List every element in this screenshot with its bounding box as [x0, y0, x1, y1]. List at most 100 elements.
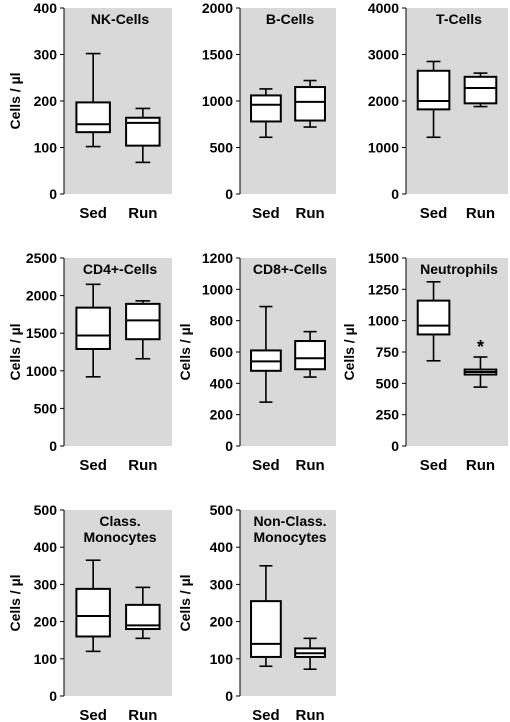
panel-title: Class.	[99, 513, 140, 529]
category-label: Sed	[252, 707, 280, 722]
y-axis-title: Cells / µl	[7, 323, 23, 380]
box-sed	[250, 88, 282, 139]
iqr-box	[75, 101, 111, 134]
y-tick-label: 100	[34, 651, 58, 667]
chart-panel: 0 1000 2000 3000 4000 T-Cells Sed Run	[368, 0, 508, 222]
y-tick-label: 500	[210, 140, 234, 156]
box-run	[294, 79, 326, 128]
y-axis-title: Cells / µl	[177, 574, 193, 631]
box-run	[125, 586, 161, 640]
y-tick-label: 200	[210, 614, 234, 630]
y-tick-label: 1000	[202, 93, 233, 109]
category-label: Sed	[420, 457, 448, 474]
box-run	[463, 72, 498, 108]
y-axis-title: Cells / µl	[7, 574, 23, 631]
plot-area	[64, 8, 172, 194]
category-label: Run	[295, 457, 324, 474]
y-tick-label: 1000	[368, 313, 399, 329]
panel-title: T-Cells	[436, 11, 482, 27]
category-label: Run	[128, 205, 157, 222]
iqr-box	[416, 299, 451, 336]
y-tick-label: 2000	[26, 288, 57, 304]
y-tick-label: 1000	[202, 281, 233, 297]
chart-panel: 0 500 1000 1500 2000 2500 Cells / µl CD4+-Cells…	[7, 250, 172, 474]
category-label: Run	[295, 707, 324, 722]
y-tick-label: 1500	[202, 47, 233, 63]
box-sed	[416, 281, 451, 362]
panel-title: NK-Cells	[91, 11, 150, 27]
y-tick-label: 250	[376, 407, 400, 423]
chart-panel: 0 500 1000 1500 2000 B-Cells Sed Run	[202, 0, 336, 222]
y-tick-label: 1000	[26, 363, 57, 379]
category-label: Run	[128, 457, 157, 474]
y-tick-label: 100	[210, 651, 234, 667]
box-run	[463, 356, 498, 388]
y-axis-title: Cells / µl	[177, 323, 193, 380]
y-axis-title: Cells / µl	[7, 72, 23, 129]
y-tick-label: 500	[210, 502, 234, 518]
box-sed	[75, 283, 111, 378]
panel-title: Non-Class.	[253, 513, 326, 529]
panel-title: B-Cells	[266, 11, 314, 27]
category-label: Run	[466, 205, 495, 222]
panel-title: Neutrophils	[420, 261, 498, 277]
y-tick-label: 4000	[368, 0, 399, 16]
y-tick-label: 0	[391, 186, 399, 202]
y-tick-label: 0	[49, 688, 57, 704]
panel-title: Monocytes	[83, 529, 156, 545]
panel-title: CD8+-Cells	[253, 261, 328, 277]
y-tick-label: 800	[210, 313, 234, 329]
panel-title: CD4+-Cells	[83, 261, 158, 277]
y-tick-label: 0	[49, 438, 57, 454]
box-sed	[250, 305, 282, 403]
chart-panel: 0 200 400 600 800 1000 1200 Cells / µl CD8+-Cell…	[177, 250, 336, 474]
iqr-box	[250, 94, 282, 123]
y-tick-label: 0	[49, 186, 57, 202]
y-tick-label: 0	[391, 438, 399, 454]
y-tick-label: 0	[225, 186, 233, 202]
y-tick-label: 1000	[368, 140, 399, 156]
y-tick-label: 200	[210, 407, 234, 423]
box-run	[125, 300, 161, 360]
y-tick-label: 100	[34, 140, 58, 156]
y-tick-label: 300	[34, 47, 58, 63]
iqr-box	[416, 69, 451, 111]
box-run	[125, 107, 161, 164]
iqr-box	[294, 340, 326, 371]
y-tick-label: 400	[210, 539, 234, 555]
chart-panel: 0 100 200 300 400 500 Cells / µl Class.Monocyte…	[7, 502, 172, 722]
box-run	[294, 637, 326, 671]
y-tick-label: 200	[34, 614, 58, 630]
box-sed	[75, 52, 111, 148]
category-label: Sed	[79, 707, 107, 722]
y-tick-label: 2500	[26, 250, 57, 266]
significance-marker: *	[477, 337, 484, 357]
iqr-box	[463, 75, 498, 105]
y-tick-label: 1250	[368, 281, 399, 297]
plot-area	[406, 258, 508, 446]
chart-panel: 0 250 500 750 1000 1250 1500 Cells / µl Neutroph…	[341, 250, 508, 474]
category-label: Sed	[420, 205, 448, 222]
iqr-box	[75, 587, 111, 638]
category-label: Sed	[252, 205, 280, 222]
category-label: Run	[128, 707, 157, 722]
y-tick-label: 500	[34, 502, 58, 518]
y-tick-label: 1500	[368, 250, 399, 266]
chart-panel: 0 100 200 300 400 Cells / µl NK-Cells Sed Run	[7, 0, 172, 222]
y-tick-label: 400	[210, 375, 234, 391]
iqr-box	[250, 600, 282, 658]
box-sed	[250, 564, 282, 668]
box-run	[294, 330, 326, 378]
category-label: Sed	[252, 457, 280, 474]
category-label: Run	[295, 205, 324, 222]
y-tick-label: 3000	[368, 47, 399, 63]
y-axis-title: Cells / µl	[341, 323, 357, 380]
y-tick-label: 400	[34, 539, 58, 555]
y-tick-label: 600	[210, 344, 234, 360]
y-tick-label: 300	[34, 576, 58, 592]
y-tick-label: 500	[376, 375, 400, 391]
box-sed	[416, 60, 451, 139]
category-label: Run	[466, 457, 495, 474]
chart-panel: 0 100 200 300 400 500 Cells / µl Non-Class.Mono…	[177, 502, 336, 722]
